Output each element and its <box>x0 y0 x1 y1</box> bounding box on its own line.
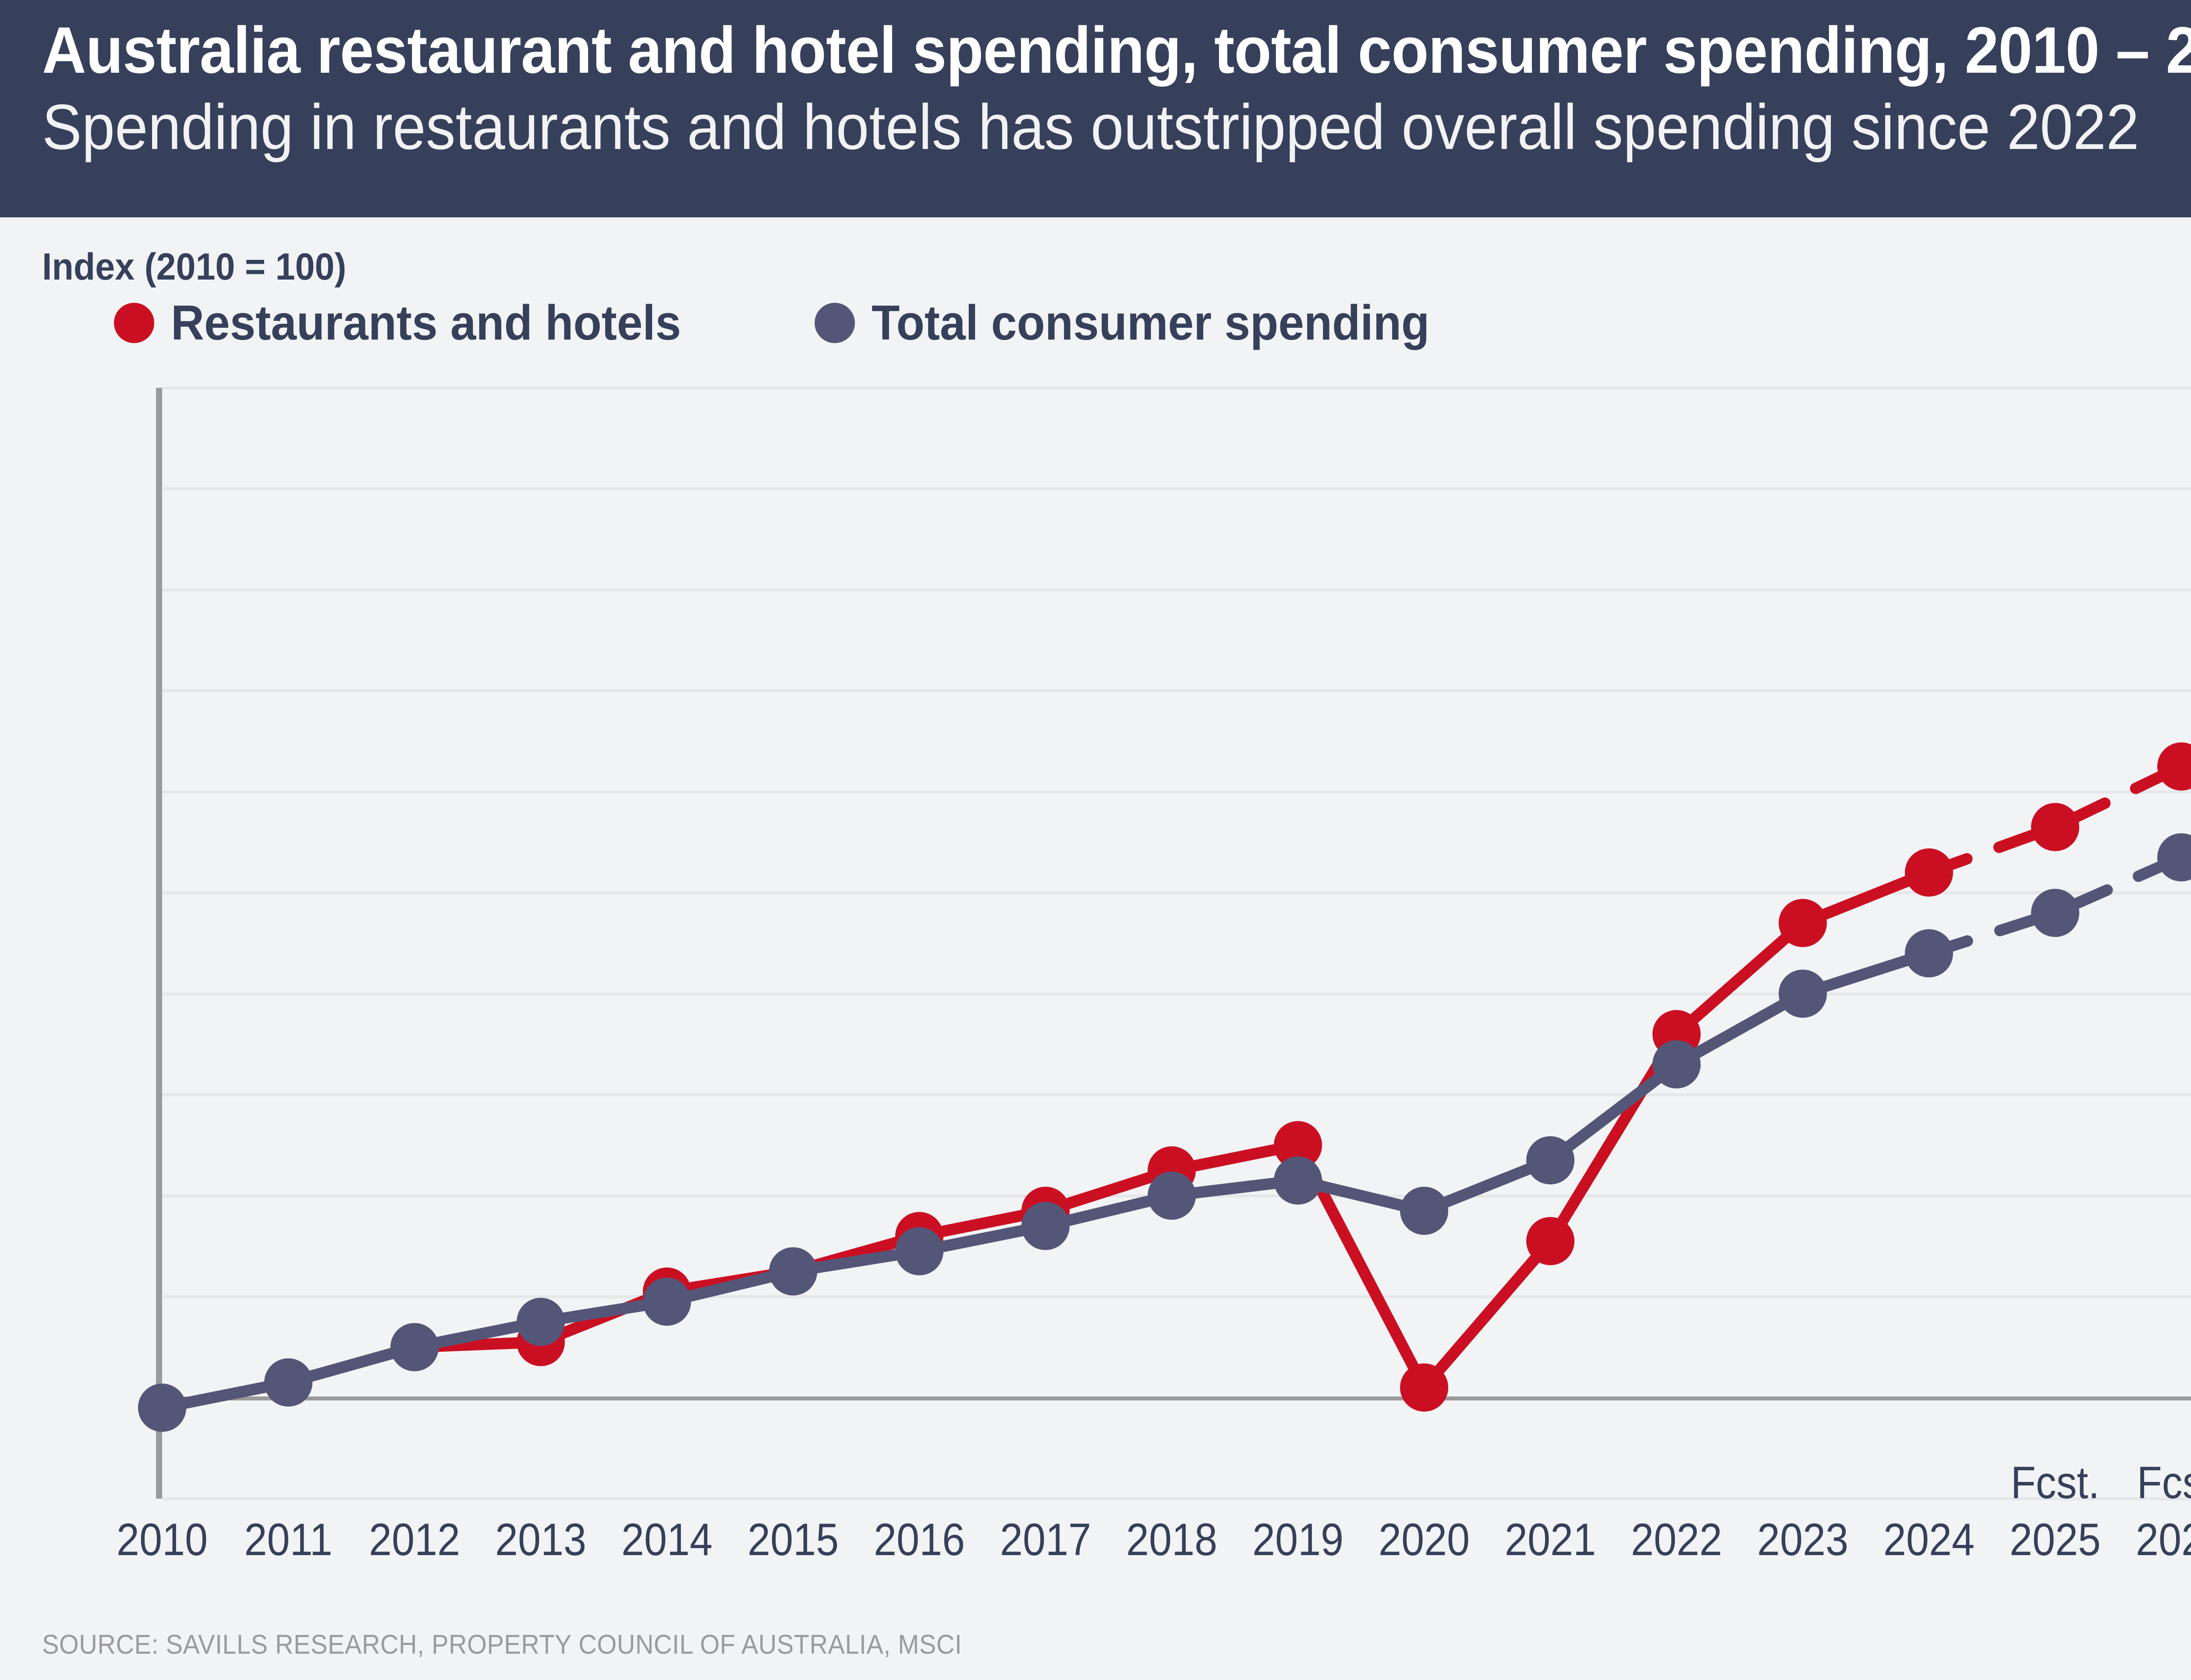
series-svg <box>138 742 2191 1432</box>
data-point-total-2011[interactable] <box>264 1358 312 1407</box>
gridline-220 <box>162 790 2191 794</box>
x-tick-label-2015: 2015 <box>747 1514 839 1565</box>
legend-item-total[interactable]: Total consumer spending <box>814 294 1465 351</box>
data-point-total-2019[interactable] <box>1274 1156 1322 1205</box>
data-point-total-2010[interactable] <box>138 1383 186 1432</box>
x-axis-tick-labels: 2010 2011 2012 2013 2014 2015 2016 2017 2018 2019… <box>117 1514 2191 1571</box>
chart-legend: Restaurants and hotels Total consumer sp… <box>114 294 1465 351</box>
gridline-280 <box>162 487 2191 491</box>
source-note: SOURCE: SAVILLS RESEARCH, PROPERTY COUNC… <box>42 1630 962 1660</box>
gridline-100 <box>162 1396 2191 1400</box>
x-tick-label-2022: 2022 <box>1631 1514 1723 1565</box>
x-tick-label-2024: 2024 <box>1883 1514 1975 1565</box>
gridline-180 <box>162 992 2191 996</box>
data-point-total-2022[interactable] <box>1652 1040 1701 1089</box>
data-point-restaurants-2025[interactable] <box>2031 803 2079 851</box>
x-tick-label-2026: 2026 <box>2135 1514 2191 1565</box>
data-point-restaurants-2021[interactable] <box>1526 1217 1574 1265</box>
data-point-total-2013[interactable] <box>517 1297 565 1346</box>
legend-item-restaurants[interactable]: Restaurants and hotels <box>114 294 714 351</box>
gridline-80 <box>162 1497 2191 1500</box>
x-tick-label-2019: 2019 <box>1252 1514 1344 1565</box>
data-point-total-2014[interactable] <box>643 1277 691 1326</box>
data-point-restaurants-2020[interactable] <box>1400 1363 1448 1412</box>
chart-header-band: Australia restaurant and hotel spending,… <box>0 0 2191 217</box>
legend-label-restaurants: Restaurants and hotels <box>171 295 681 350</box>
forecast-tag-2025: Fcst. <box>2010 1457 2100 1508</box>
x-tick-label-2012: 2012 <box>369 1514 461 1565</box>
data-point-total-2016[interactable] <box>895 1227 943 1276</box>
data-point-total-2018[interactable] <box>1148 1171 1196 1220</box>
legend-marker-icon-total <box>814 302 855 343</box>
data-point-total-2024[interactable] <box>1905 929 1953 978</box>
x-tick-label-2017: 2017 <box>1000 1514 1092 1565</box>
x-tick-label-2021: 2021 <box>1504 1514 1596 1565</box>
gridline-300 <box>162 386 2191 390</box>
data-point-total-2023[interactable] <box>1779 969 1827 1018</box>
data-point-restaurants-2023[interactable] <box>1779 899 1827 947</box>
x-tick-label-2010: 2010 <box>116 1514 208 1565</box>
y-axis-line <box>156 388 162 1499</box>
gridline-160 <box>162 1093 2191 1097</box>
data-point-total-2020[interactable] <box>1400 1187 1448 1235</box>
gridline-260 <box>162 588 2191 592</box>
gridline-200 <box>162 891 2191 895</box>
legend-label-total: Total consumer spending <box>871 295 1429 350</box>
legend-marker-icon-restaurants <box>114 302 154 343</box>
data-point-restaurants-2019[interactable] <box>1274 1121 1322 1170</box>
x-tick-label-2014: 2014 <box>621 1514 713 1565</box>
page-subtitle: Spending in restaurants and hotels has o… <box>42 91 2139 163</box>
y-axis-unit-label: Index (2010 = 100) <box>42 246 347 288</box>
page-title: Australia restaurant and hotel spending,… <box>42 13 2191 87</box>
data-point-total-2025[interactable] <box>2031 889 2079 937</box>
data-point-total-2026[interactable] <box>2157 833 2191 882</box>
x-tick-label-2013: 2013 <box>495 1514 587 1565</box>
forecast-tag-row: Fcst.Fcst.Fcst.Fcst.Fcst.Fcst. <box>162 1457 2191 1510</box>
data-point-restaurants-2026[interactable] <box>2157 742 2191 791</box>
gridline-240 <box>162 689 2191 693</box>
forecast-tag-2026: Fcst. <box>2137 1457 2191 1508</box>
x-tick-label-2020: 2020 <box>1378 1514 1470 1565</box>
x-tick-label-2011: 2011 <box>244 1514 333 1565</box>
gridline-120 <box>162 1295 2191 1299</box>
data-point-total-2015[interactable] <box>769 1247 817 1296</box>
x-tick-label-2025: 2025 <box>2009 1514 2101 1565</box>
plot-area: 30028026024022020018016014012010080 <box>138 386 2191 1500</box>
x-tick-label-2018: 2018 <box>1126 1514 1218 1565</box>
data-point-restaurants-2024[interactable] <box>1905 848 1953 897</box>
data-point-total-2017[interactable] <box>1021 1202 1070 1250</box>
x-tick-label-2016: 2016 <box>873 1514 965 1565</box>
x-tick-label-2023: 2023 <box>1757 1514 1849 1565</box>
data-point-total-2012[interactable] <box>390 1323 439 1372</box>
data-point-total-2021[interactable] <box>1526 1136 1574 1184</box>
